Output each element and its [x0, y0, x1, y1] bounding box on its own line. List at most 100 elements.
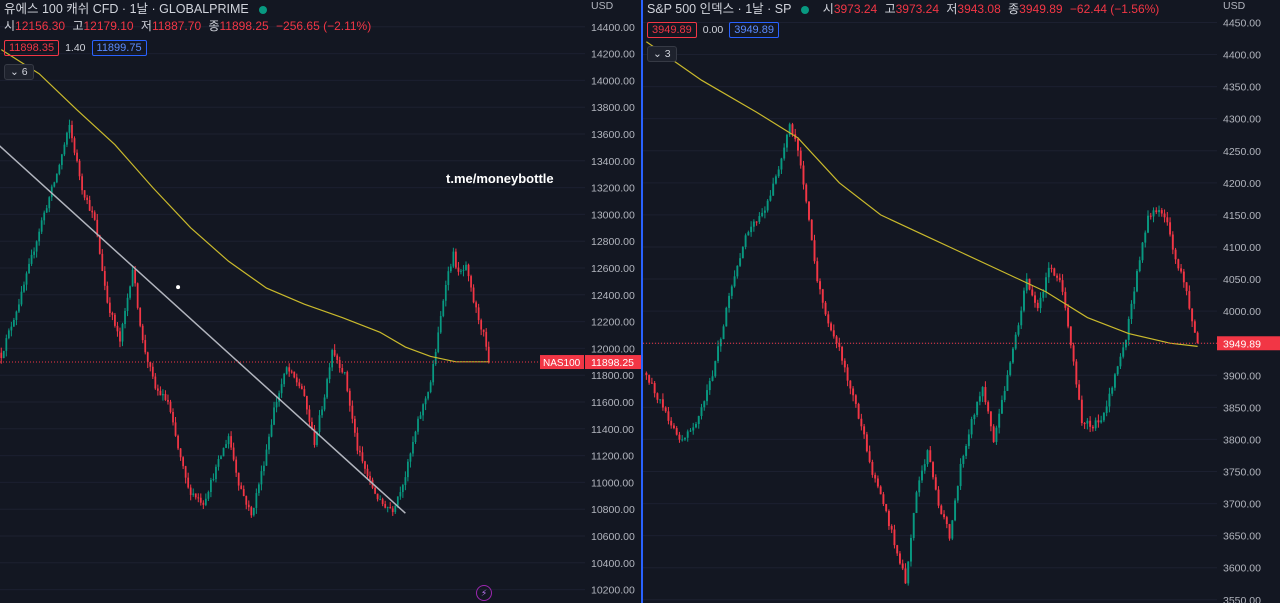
candle-body	[1009, 362, 1012, 375]
y-tick-label: 3600.00	[1223, 563, 1261, 575]
candle-body	[1089, 420, 1092, 427]
candle-body	[30, 254, 33, 264]
candle-body	[263, 465, 265, 472]
candle-body	[852, 388, 855, 396]
y-tick-label: 4000.00	[1223, 306, 1261, 318]
candle-body	[305, 396, 308, 410]
candle-body	[487, 346, 490, 363]
indicators-toggle[interactable]: ⌄ 6	[4, 64, 34, 80]
candle-body	[177, 435, 179, 449]
candle-body	[417, 418, 419, 432]
candle-body	[374, 487, 376, 494]
candle-body	[1196, 332, 1199, 344]
low-value: 3943.08	[957, 2, 1001, 16]
candle-body	[194, 493, 197, 498]
moving-average-line[interactable]	[0, 49, 489, 363]
pane-divider[interactable]	[641, 0, 643, 603]
candle-body	[15, 311, 18, 320]
buy-price-button[interactable]: 3949.89	[729, 22, 779, 38]
candle-body	[648, 375, 651, 383]
candle-body	[353, 418, 356, 433]
candle-body	[661, 399, 664, 408]
candle-body	[956, 486, 959, 501]
y-tick-label: 3650.00	[1223, 531, 1261, 543]
candle-body	[154, 376, 157, 389]
candle-body	[199, 497, 202, 503]
nas100-chart[interactable]: 14400.00 14200.00 14000.00 13800.00 13600.00…	[0, 0, 641, 603]
open-value: 12156.30	[15, 19, 66, 33]
buy-price-button[interactable]: 11899.75	[91, 40, 147, 56]
candle-body	[923, 464, 926, 471]
candle-body	[28, 263, 30, 274]
candle-body	[71, 124, 73, 139]
candle-body	[275, 401, 278, 408]
moving-average-line[interactable]	[646, 41, 1198, 348]
symbol-title[interactable]: 유에스 100 캐쉬 CFD · 1날 · GLOBALPRIME	[4, 2, 249, 16]
candle-body	[396, 496, 399, 506]
candle-body	[887, 510, 890, 527]
candle-body	[1011, 348, 1014, 363]
candle-body	[912, 512, 915, 538]
indicators-toggle[interactable]: ⌄ 3	[647, 46, 677, 62]
trendline[interactable]	[0, 111, 406, 514]
low-label: 저	[946, 2, 958, 16]
candle-body	[278, 393, 280, 402]
open-label: 시	[4, 19, 16, 33]
candle-body	[1113, 374, 1116, 388]
candle-body	[1064, 291, 1067, 308]
sell-price-button[interactable]: 3949.89	[647, 22, 697, 38]
candle-body	[298, 382, 301, 387]
candle-body	[774, 176, 777, 184]
candle-body	[1105, 406, 1108, 413]
sell-price-button[interactable]: 11898.35	[4, 40, 60, 56]
candle-body	[1045, 277, 1047, 292]
candle-body	[232, 447, 235, 460]
candle-body	[73, 138, 76, 153]
candle-body	[681, 439, 684, 441]
spx-chart-pane[interactable]: 4450.00 4400.00 4350.00 4300.00 4250.00 4200.…	[643, 0, 1280, 603]
flash-icon[interactable]: ⚡	[476, 585, 492, 601]
candle-body	[1127, 318, 1130, 340]
candle-body	[901, 563, 904, 569]
candle-body	[20, 291, 23, 305]
candle-body	[98, 235, 101, 254]
candle-body	[926, 450, 929, 465]
nas100-chart-pane[interactable]: 14400.00 14200.00 14000.00 13800.00 13600.00…	[0, 0, 641, 603]
y-tick-label: 3800.00	[1223, 434, 1261, 446]
close-value: 3949.89	[1019, 2, 1063, 16]
candle-body	[485, 331, 488, 347]
candle-body	[1116, 366, 1119, 375]
candle-body	[288, 367, 291, 372]
candle-body	[217, 458, 220, 467]
candle-body	[401, 485, 404, 493]
candle-body	[124, 310, 126, 325]
trendline-handle[interactable]	[176, 285, 181, 290]
candle-body	[192, 493, 195, 495]
candle-body	[346, 372, 349, 391]
candle-body	[151, 366, 154, 377]
y-tick-label: 13000.00	[591, 209, 635, 221]
candle-body	[959, 463, 962, 487]
candle-body	[136, 283, 139, 308]
price-tag-text: 3949.89	[1223, 338, 1261, 350]
y-tick-label: 12400.00	[591, 290, 635, 302]
candle-body	[860, 418, 863, 427]
candle-body	[772, 183, 775, 196]
candle-body	[945, 517, 948, 525]
y-tick-label: 13200.00	[591, 183, 635, 195]
candle-body	[763, 210, 766, 213]
candle-body	[470, 276, 472, 288]
candle-body	[929, 450, 932, 463]
candle-body	[684, 437, 686, 440]
candle-body	[144, 340, 147, 353]
spx-chart[interactable]: 4450.00 4400.00 4350.00 4300.00 4250.00 4200.…	[643, 0, 1280, 603]
candle-body	[1058, 277, 1061, 281]
candle-body	[460, 270, 462, 272]
candle-body	[1014, 334, 1017, 349]
candle-body	[318, 415, 321, 432]
symbol-title[interactable]: S&P 500 인덱스 · 1날 · SP	[647, 2, 792, 16]
currency-label[interactable]: USD	[1223, 0, 1246, 12]
currency-label[interactable]: USD	[591, 0, 614, 12]
candle-body	[1094, 420, 1097, 429]
candle-body	[384, 503, 387, 508]
